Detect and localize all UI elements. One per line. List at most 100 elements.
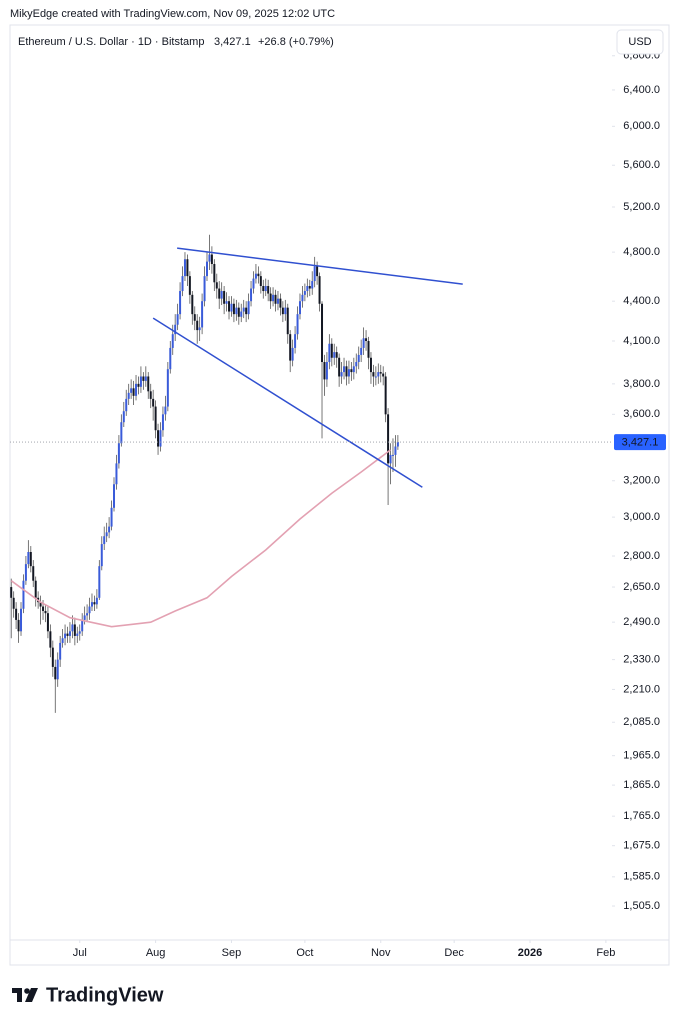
candle-body — [161, 414, 164, 431]
candle-body — [323, 362, 326, 380]
candle-body — [159, 430, 162, 447]
candle-body — [171, 334, 174, 348]
candle-body — [64, 633, 67, 639]
plot: 1,505.0 1,585.0 1,675.0 1,765.0 1,865.0 1,965… — [10, 50, 666, 959]
candle-body — [117, 443, 120, 464]
candle-body — [66, 633, 69, 636]
candle-body — [71, 624, 74, 632]
y-tick-label: 1,675.0 — [623, 840, 660, 852]
candle-body — [291, 347, 294, 361]
y-tick-label: 1,865.0 — [623, 779, 660, 791]
currency-label[interactable]: USD — [628, 36, 651, 48]
candle-body — [201, 301, 204, 328]
y-tick-label: 6,000.0 — [623, 120, 660, 132]
candle-body — [188, 276, 191, 295]
candle-body — [357, 354, 360, 363]
candle-body — [83, 615, 86, 620]
x-tick-label: Oct — [296, 947, 313, 959]
candle-body — [147, 376, 150, 392]
candle-body — [186, 259, 189, 277]
candle-body — [10, 587, 13, 598]
candle-body — [179, 291, 182, 315]
y-tick-label: 4,400.0 — [623, 295, 660, 307]
candle-body — [142, 376, 145, 381]
currency-button[interactable] — [616, 29, 664, 55]
candle-body — [76, 633, 79, 636]
candle-body — [32, 566, 35, 581]
candle-body — [120, 422, 123, 444]
candle-body — [367, 341, 370, 358]
candle-body — [130, 388, 133, 393]
candle-body — [193, 314, 196, 321]
candle-body — [127, 392, 130, 399]
candle-body — [311, 281, 314, 289]
candle-body — [369, 357, 372, 373]
candle-body — [46, 613, 49, 632]
logo-shape — [25, 988, 38, 1002]
candle-body — [59, 642, 62, 660]
candle-body — [254, 273, 257, 279]
candle-body — [157, 430, 160, 447]
candle-body — [54, 666, 57, 680]
brand-logo — [12, 988, 38, 1002]
brand-name: TradingView — [46, 984, 164, 1006]
candle-body — [100, 544, 103, 567]
candle-body — [196, 320, 199, 331]
y-tick-label: 3,800.0 — [623, 378, 660, 390]
candle-body — [68, 631, 71, 636]
candle-body — [166, 369, 169, 407]
y-tick-label: 1,765.0 — [623, 810, 660, 822]
candle-body — [228, 301, 231, 312]
candle-body — [316, 266, 319, 277]
candle-body — [335, 352, 338, 358]
candle-body — [56, 659, 59, 680]
candle-body — [122, 411, 125, 423]
y-tick-label: 4,100.0 — [623, 335, 660, 347]
candle-body — [377, 372, 380, 377]
candle-body — [281, 307, 284, 315]
candle-body — [108, 526, 111, 533]
candle-body — [17, 619, 20, 632]
candle-body — [247, 301, 250, 315]
candle-body — [360, 347, 363, 355]
candle-body — [29, 552, 32, 567]
candle-body — [98, 566, 101, 598]
candle-body — [95, 597, 98, 605]
y-tick-label: 2,490.0 — [623, 616, 660, 628]
logo-shape — [24, 988, 30, 994]
candle-body — [174, 324, 177, 335]
candle-body — [81, 619, 84, 632]
last-price-label: 3,427.1 — [622, 436, 659, 448]
x-tick-label: Nov — [371, 947, 391, 959]
candle-body — [306, 286, 309, 292]
candle-body — [42, 606, 45, 611]
candle-body — [230, 303, 233, 312]
last-price-tag — [614, 434, 666, 451]
candle-body — [164, 406, 167, 415]
candle-body — [328, 343, 331, 363]
candle-body — [49, 631, 52, 648]
y-tick-label: 6,400.0 — [623, 84, 660, 96]
candle-body — [355, 362, 358, 367]
candle-body — [252, 278, 255, 289]
candle-body — [198, 327, 201, 331]
candle-body — [232, 303, 235, 315]
candle-body — [39, 602, 42, 607]
candle-body — [372, 372, 375, 377]
y-tick-label: 2,650.0 — [623, 581, 660, 593]
candle-body — [365, 338, 368, 342]
candle-body — [132, 388, 135, 396]
candle-body — [362, 338, 365, 348]
y-tick-label: 1,965.0 — [623, 750, 660, 762]
candle-body — [250, 288, 253, 302]
candle-body — [90, 602, 93, 607]
candle-body — [205, 261, 208, 277]
candle-body — [325, 362, 328, 380]
candle-body — [374, 376, 377, 378]
candle-body — [220, 291, 223, 299]
candle-body — [137, 383, 140, 387]
y-tick-label: 2,085.0 — [623, 716, 660, 728]
candle-body — [284, 307, 287, 315]
candle-body — [269, 293, 272, 302]
